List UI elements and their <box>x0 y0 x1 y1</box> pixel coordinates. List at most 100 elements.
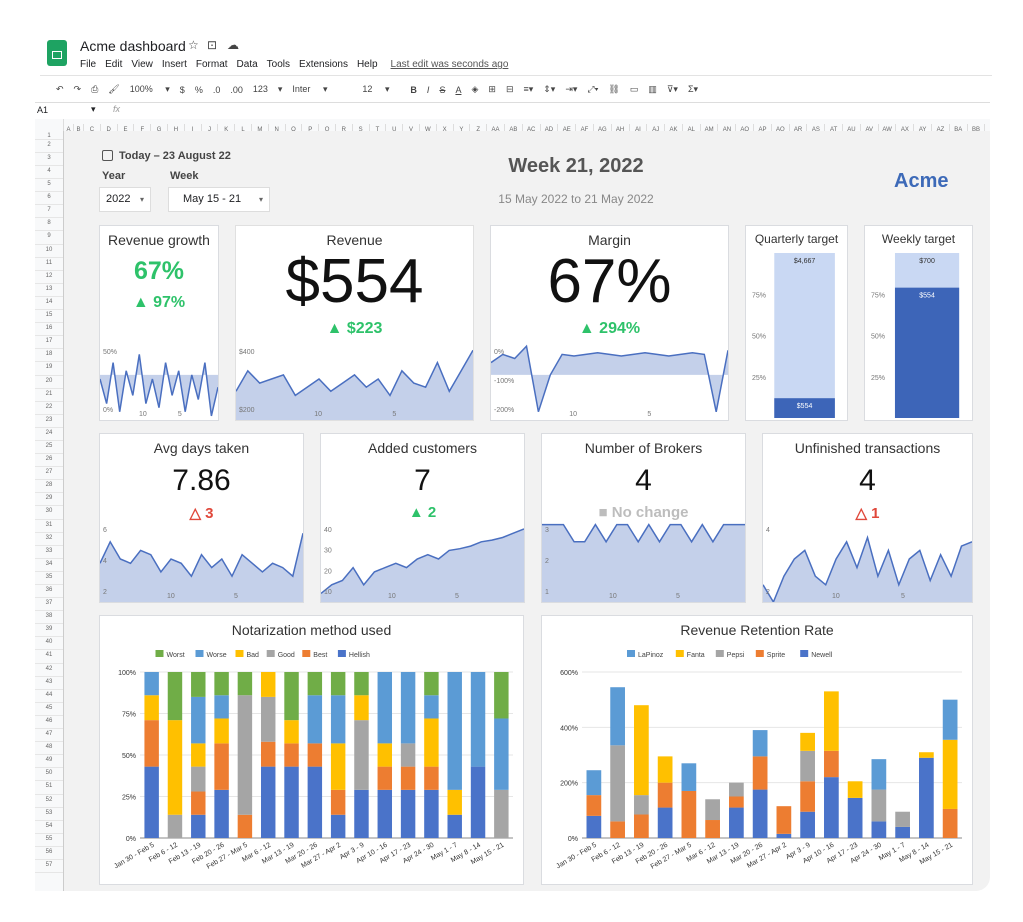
row-header[interactable]: 40 <box>35 637 63 651</box>
column-header-i[interactable]: I <box>185 124 202 131</box>
row-header[interactable]: 25 <box>35 441 63 455</box>
row-header[interactable]: 56 <box>35 847 63 860</box>
column-header-r[interactable]: R <box>336 124 353 131</box>
column-header-aq[interactable]: AQ <box>772 124 790 131</box>
column-header-aw[interactable]: AW <box>879 124 897 131</box>
wrap-icon[interactable]: ⇥▾ <box>565 84 578 94</box>
row-header[interactable]: 26 <box>35 454 63 468</box>
column-header-b[interactable]: B <box>74 124 84 131</box>
column-header-am[interactable]: AM <box>701 124 719 131</box>
menu-view[interactable]: View <box>131 59 153 70</box>
column-header-ba[interactable]: BA <box>950 124 968 131</box>
name-box[interactable]: A1 <box>37 105 49 115</box>
filter-icon[interactable]: ⊽▾ <box>666 84 678 94</box>
column-header-m[interactable]: M <box>252 124 269 131</box>
row-header[interactable]: 9 <box>35 231 63 245</box>
column-header-ak[interactable]: AK <box>665 124 683 131</box>
row-header[interactable]: 51 <box>35 781 63 795</box>
row-header[interactable]: 53 <box>35 808 63 821</box>
column-header-s[interactable]: S <box>353 124 370 131</box>
row-header[interactable]: 48 <box>35 742 63 756</box>
strikethrough-icon[interactable]: S <box>439 84 446 95</box>
row-header[interactable]: 16 <box>35 323 63 337</box>
row-header[interactable]: 28 <box>35 480 63 494</box>
column-header-t[interactable]: T <box>370 124 387 131</box>
column-header-ac[interactable]: AC <box>523 124 541 131</box>
row-header[interactable]: 45 <box>35 703 63 716</box>
row-header[interactable]: 11 <box>35 258 63 271</box>
column-header-g[interactable]: G <box>151 124 168 131</box>
row-header[interactable]: 57 <box>35 860 63 874</box>
merge-icon[interactable]: ⊟ <box>505 84 514 94</box>
functions-icon[interactable]: Σ▾ <box>687 84 699 94</box>
row-header[interactable]: 13 <box>35 284 63 297</box>
valign-icon[interactable]: ⇕▾ <box>543 84 556 94</box>
row-header[interactable]: 27 <box>35 467 63 481</box>
row-header[interactable]: 20 <box>35 376 63 389</box>
column-header-o[interactable]: O <box>286 124 303 131</box>
increase-decimal-button[interactable]: .00 <box>230 84 243 95</box>
menu-insert[interactable]: Insert <box>161 59 187 70</box>
revenue-card[interactable]: Revenue $554 ▲ $223 $400 $200 10 5 <box>235 225 474 421</box>
column-header-e[interactable]: E <box>118 124 135 131</box>
column-header-x[interactable]: X <box>437 124 454 131</box>
row-header[interactable]: 44 <box>35 690 63 703</box>
font-select[interactable]: Inter ▾ <box>292 84 328 94</box>
undo-icon[interactable]: ↶ <box>56 84 64 94</box>
menu-format[interactable]: Format <box>195 59 228 70</box>
star-icon[interactable]: ☆ <box>188 38 199 52</box>
row-header[interactable]: 17 <box>35 336 63 350</box>
row-header[interactable]: 35 <box>35 572 63 585</box>
cloud-status-icon[interactable]: ☁ <box>227 38 239 52</box>
row-header[interactable]: 49 <box>35 755 63 769</box>
bold-icon[interactable]: B <box>410 84 417 95</box>
italic-icon[interactable]: I <box>426 84 430 95</box>
comment-icon[interactable]: ▭ <box>629 84 639 94</box>
column-header-y[interactable]: Y <box>454 124 471 131</box>
notarization-chart-card[interactable]: Notarization method used Worst Worse Bad Go… <box>99 615 524 885</box>
column-header-af[interactable]: AF <box>576 124 594 131</box>
column-header-j[interactable]: J <box>202 124 219 131</box>
column-header-al[interactable]: AL <box>683 124 701 131</box>
row-header[interactable]: 38 <box>35 611 63 625</box>
row-header[interactable]: 22 <box>35 402 63 415</box>
column-header-az[interactable]: AZ <box>932 124 950 131</box>
currency-button[interactable]: $ <box>179 84 185 95</box>
weekly-target-card[interactable]: Weekly target $700 $554 75% 50% 25% <box>864 225 973 421</box>
row-header[interactable]: 52 <box>35 795 63 808</box>
avg-days-card[interactable]: Avg days taken 7.86 △ 3 6 4 2 10 5 <box>99 433 304 603</box>
added-customers-card[interactable]: Added customers 7 ▲ 2 40 30 20 10 10 5 <box>320 433 525 603</box>
menu-tools[interactable]: Tools <box>266 59 291 70</box>
row-header[interactable]: 31 <box>35 520 63 533</box>
format-select[interactable]: 123 ▾ <box>252 84 283 94</box>
row-header[interactable]: 36 <box>35 585 63 599</box>
row-header[interactable]: 50 <box>35 768 63 782</box>
row-header[interactable]: 21 <box>35 389 63 402</box>
row-header[interactable]: 5 <box>35 179 63 193</box>
column-header-av[interactable]: AV <box>861 124 879 131</box>
move-folder-icon[interactable]: ⊡ <box>207 38 218 52</box>
column-header-ad[interactable]: AD <box>541 124 559 131</box>
row-header[interactable]: 54 <box>35 821 63 834</box>
column-header-aa[interactable]: AA <box>487 124 505 131</box>
brokers-card[interactable]: Number of Brokers 4 ■ No change 3 2 1 10 5 <box>541 433 746 603</box>
row-header[interactable]: 10 <box>35 245 63 258</box>
menu-help[interactable]: Help <box>356 59 378 70</box>
column-header-p[interactable]: P <box>302 124 320 131</box>
week-select[interactable]: May 15 - 21 ▾ <box>168 187 270 212</box>
column-header-l[interactable]: L <box>235 124 252 131</box>
rotate-icon[interactable]: ⤢▾ <box>587 84 599 94</box>
column-header-c[interactable]: C <box>84 124 101 131</box>
column-header-w[interactable]: W <box>420 124 437 131</box>
column-header-ax[interactable]: AX <box>896 124 915 131</box>
column-header-ao[interactable]: AO <box>736 124 755 131</box>
row-header[interactable]: 7 <box>35 205 63 219</box>
column-header-ae[interactable]: AE <box>558 124 577 131</box>
fill-color-icon[interactable]: ◈ <box>471 84 479 94</box>
row-header[interactable]: 43 <box>35 677 63 690</box>
menu-file[interactable]: File <box>80 59 97 70</box>
sheets-logo-icon[interactable] <box>47 40 67 66</box>
margin-card[interactable]: Margin 67% ▲ 294% 0% -100% -200% 10 5 <box>490 225 729 421</box>
row-header[interactable]: 14 <box>35 297 63 311</box>
row-header[interactable]: 41 <box>35 650 63 664</box>
